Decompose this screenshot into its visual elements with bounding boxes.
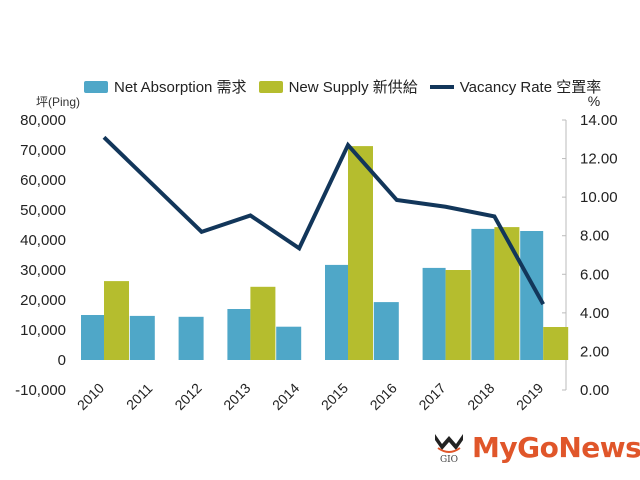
- x-axis-tick: 2019: [513, 380, 546, 413]
- x-axis-tick: 2013: [220, 380, 253, 413]
- logo-mark-icon: GIO: [435, 434, 463, 464]
- left-axis-tick: 70,000: [20, 142, 66, 159]
- legend-bar-swatch-icon: [84, 80, 108, 93]
- vacancy-rate-line: [102, 135, 545, 306]
- svg-text:GIO: GIO: [440, 455, 458, 464]
- x-axis-tick: 2018: [464, 380, 497, 413]
- legend-item: Net Absorption 需求: [84, 76, 247, 97]
- x-axis-tick: 2016: [367, 380, 400, 413]
- left-axis-tick: 20,000: [20, 292, 66, 309]
- bar-new-supply: [494, 227, 520, 360]
- legend-item: Vacancy Rate 空置率: [429, 76, 602, 97]
- bar-new-supply: [250, 286, 276, 360]
- left-axis-tick: -10,000: [15, 382, 66, 399]
- legend-bar-swatch-icon: [258, 80, 283, 93]
- left-axis-tick: 0: [58, 352, 66, 369]
- bar-new-supply: [445, 270, 471, 360]
- x-axis-tick: 2011: [123, 380, 156, 413]
- right-axis-tick: 10.00: [580, 189, 618, 206]
- legend-label: New Supply 新供給: [288, 79, 418, 96]
- bar-net-absorption: [520, 231, 544, 360]
- right-axis-tick: 12.00: [580, 151, 618, 168]
- bar-new-supply: [543, 327, 569, 360]
- x-axis-tick: 2010: [74, 380, 107, 413]
- bar-net-absorption: [471, 228, 495, 360]
- bar-new-supply: [104, 281, 129, 360]
- left-axis-tick: 30,000: [20, 262, 66, 279]
- left-axis-tick: 10,000: [20, 322, 66, 339]
- right-axis-tick: 14.00: [580, 112, 618, 129]
- right-axis-tick: 2.00: [580, 343, 609, 360]
- x-axis-tick: 2015: [318, 380, 351, 413]
- right-axis-tick: 0.00: [580, 382, 609, 399]
- bar-new-supply: [348, 146, 373, 360]
- left-axis-tick: 80,000: [20, 112, 66, 129]
- legend-line-swatch-icon: [429, 84, 454, 89]
- bar-net-absorption: [276, 326, 302, 360]
- x-axis-tick: 2014: [269, 380, 302, 413]
- mygonews-logo: GIO MyGoNews: [432, 430, 640, 464]
- bar-net-absorption: [373, 302, 399, 360]
- right-axis-tick: 4.00: [580, 305, 609, 322]
- bar-net-absorption: [227, 309, 251, 360]
- chart-legend: Net Absorption 需求 New Supply 新供給 Vacancy R…: [84, 76, 613, 97]
- legend-item: New Supply 新供給: [258, 76, 418, 97]
- logo-text: MyGoNews: [472, 430, 640, 464]
- bar-net-absorption: [325, 264, 348, 360]
- left-axis-tick: 60,000: [20, 172, 66, 189]
- right-axis-tick: 8.00: [580, 228, 609, 245]
- bar-net-absorption: [129, 315, 155, 360]
- left-axis-tick: 50,000: [20, 202, 66, 219]
- bar-net-absorption: [81, 315, 104, 360]
- bar-net-absorption: [422, 267, 446, 360]
- x-axis-tick: 2017: [415, 380, 448, 413]
- x-axis-tick: 2012: [171, 380, 204, 413]
- right-axis-unit: %: [588, 93, 600, 109]
- left-axis-unit: 坪(Ping): [36, 95, 80, 109]
- legend-label: Net Absorption 需求: [114, 79, 247, 96]
- legend-label: Vacancy Rate 空置率: [459, 79, 602, 96]
- right-axis-tick: 6.00: [580, 266, 609, 283]
- left-axis-tick: 40,000: [20, 232, 66, 249]
- bar-net-absorption: [178, 316, 204, 360]
